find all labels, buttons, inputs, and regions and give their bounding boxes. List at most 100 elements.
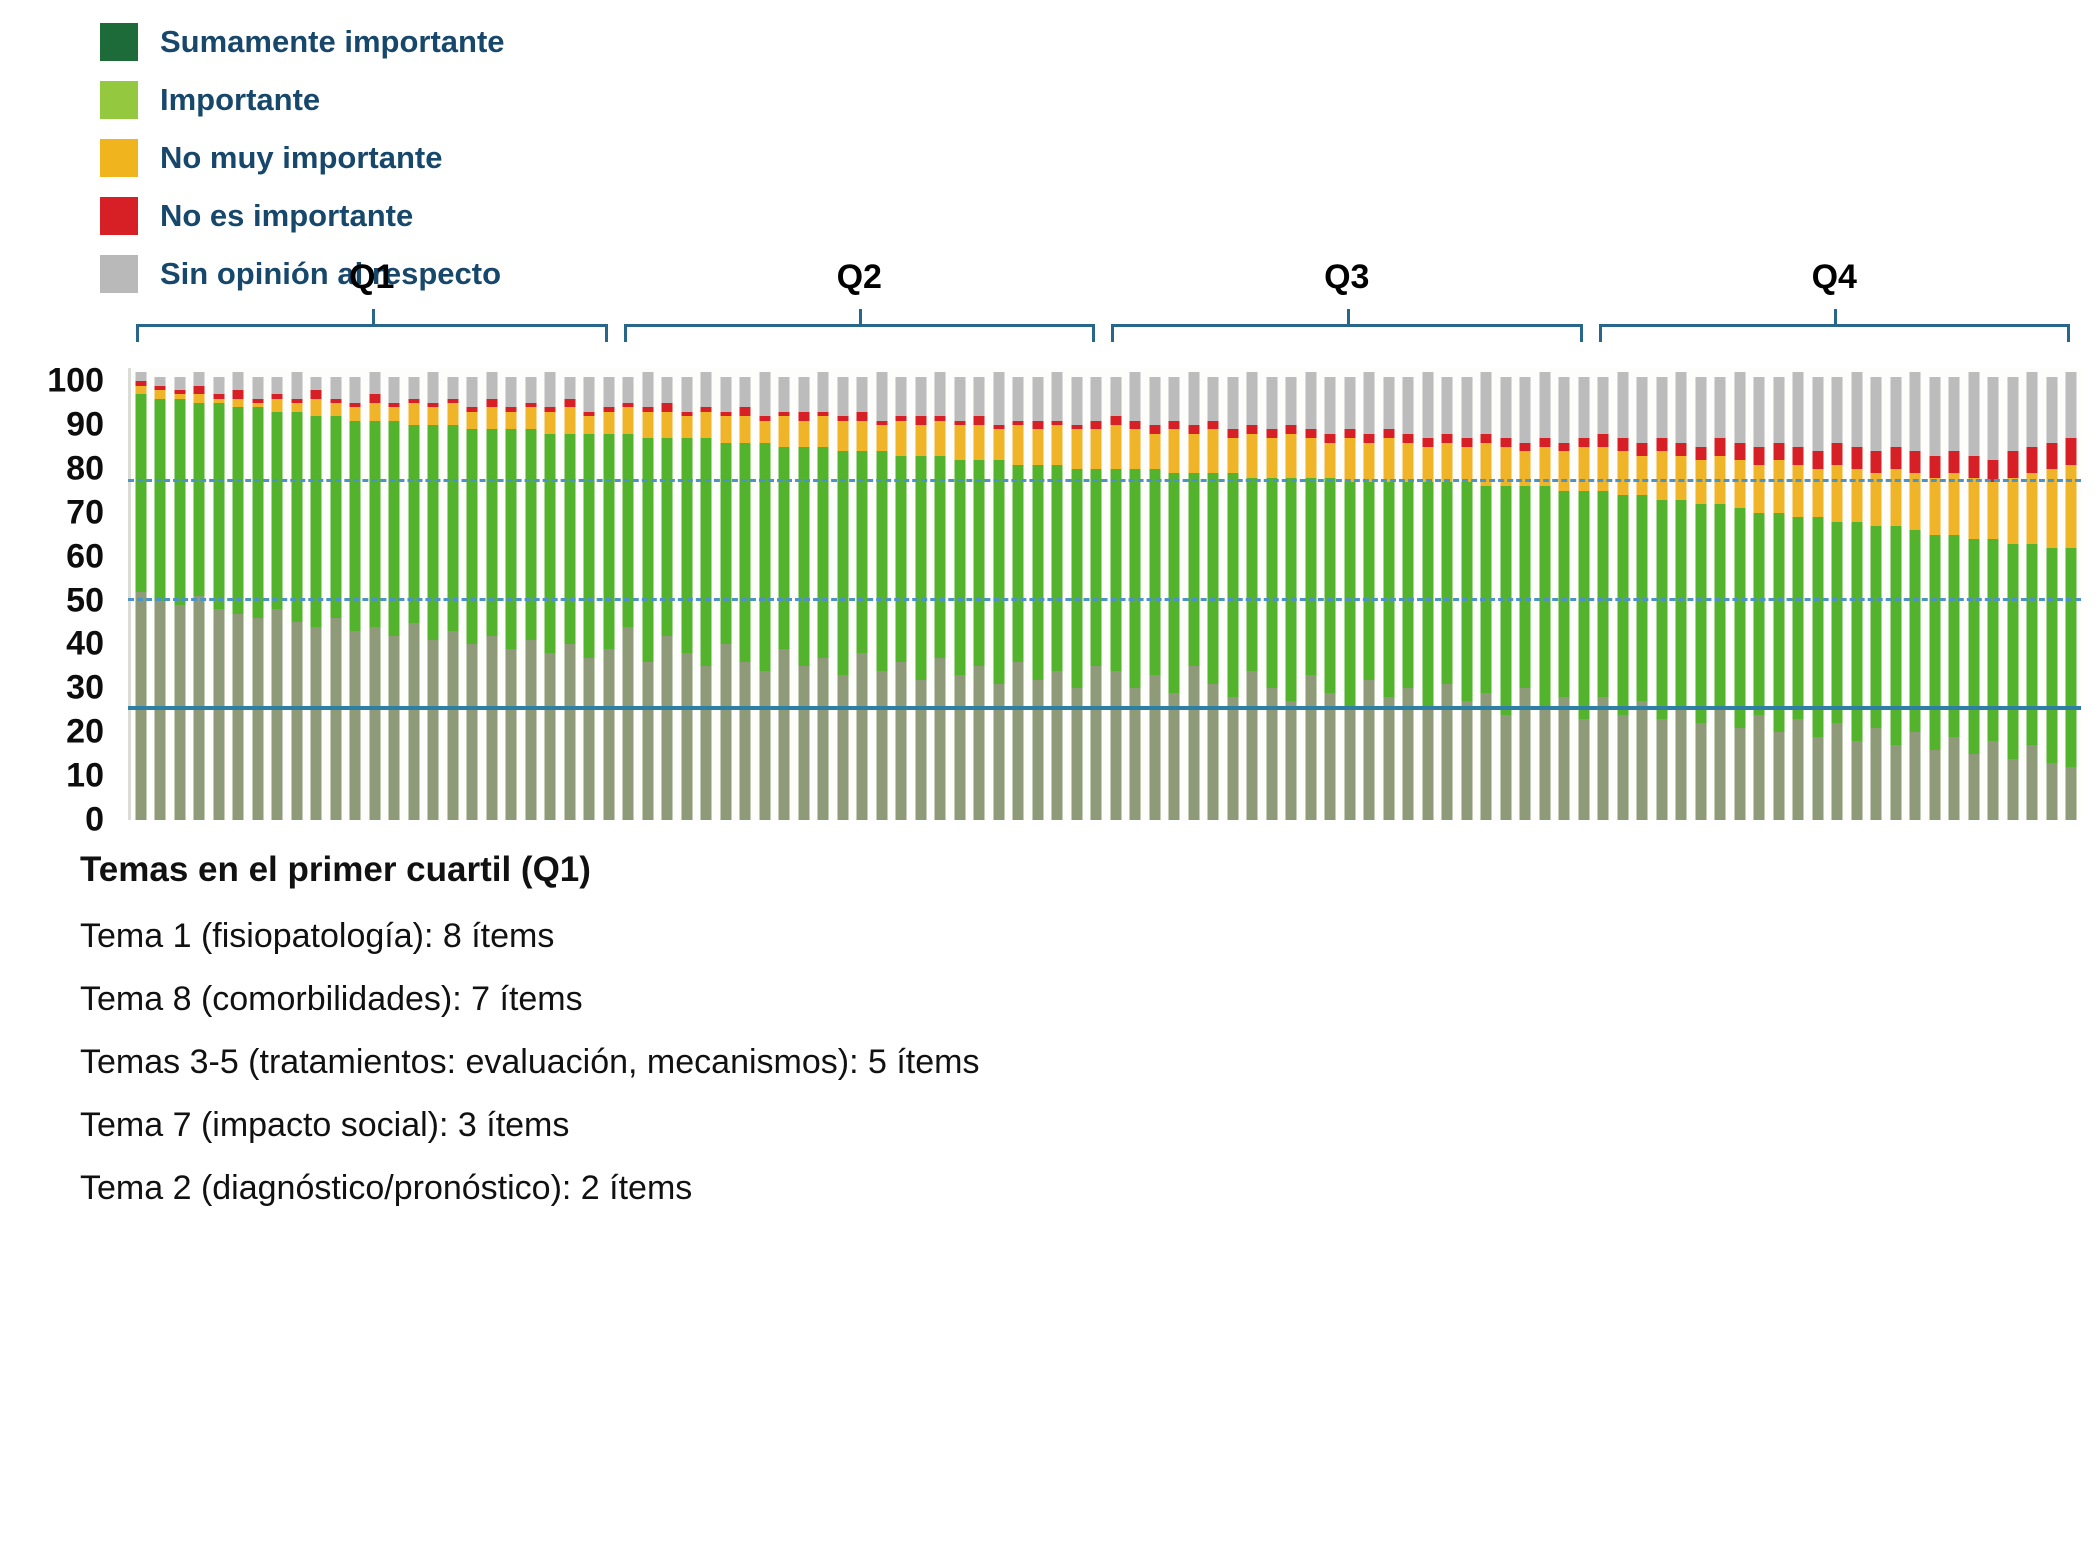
bar-86 (1792, 372, 1804, 820)
segment-sumamente (252, 618, 264, 820)
segment-sumamente (1090, 666, 1102, 820)
segment-no-es-importante (1149, 425, 1161, 434)
segment-sumamente (1461, 701, 1473, 820)
segment-sumamente (856, 653, 868, 820)
segment-no-muy-importante (1246, 433, 1258, 478)
q1-topic-line: Tema 8 (comorbilidades): 7 ítems (80, 980, 583, 1018)
segment-no-muy-importante (1305, 438, 1317, 478)
segment-no-es-importante (798, 411, 810, 421)
segment-importante (1344, 482, 1356, 706)
segment-importante (2065, 547, 2077, 768)
segment-importante (1558, 490, 1570, 698)
segment-sumamente (1285, 701, 1297, 820)
segment-sin-opinion (603, 376, 615, 408)
legend-label: No muy importante (160, 140, 443, 175)
segment-importante (135, 394, 147, 592)
segment-sumamente (505, 648, 517, 820)
segment-sin-opinion (642, 372, 654, 408)
segment-importante (310, 416, 322, 627)
bar-1 (135, 372, 147, 820)
segment-no-es-importante (1441, 433, 1453, 443)
segment-sumamente (1305, 675, 1317, 820)
segment-importante (1324, 477, 1336, 693)
bracket-part (1579, 324, 1583, 342)
segment-importante (466, 429, 478, 645)
bar-9 (291, 372, 303, 820)
segment-no-muy-importante (427, 407, 439, 426)
segment-sumamente (1851, 740, 1863, 820)
segment-no-muy-importante (700, 411, 712, 439)
segment-no-es-importante (681, 411, 693, 417)
segment-no-es-importante (193, 385, 205, 395)
segment-no-muy-importante (2007, 477, 2019, 544)
segment-no-es-importante (447, 398, 459, 404)
segment-importante (1129, 468, 1141, 689)
segment-sumamente (1012, 661, 1024, 820)
bar-46 (1012, 376, 1024, 820)
segment-sin-opinion (1324, 376, 1336, 434)
segment-sumamente (661, 635, 673, 820)
segment-sumamente (1519, 688, 1531, 820)
segment-sin-opinion (1890, 376, 1902, 447)
segment-no-muy-importante (1773, 460, 1785, 513)
segment-sin-opinion (1110, 376, 1122, 417)
segment-sumamente (1636, 701, 1648, 820)
segment-sumamente (1344, 705, 1356, 820)
segment-importante (700, 438, 712, 667)
segment-sin-opinion (193, 372, 205, 386)
y-tick-label: 50 (66, 581, 104, 620)
segment-sumamente (388, 635, 400, 820)
bar-30 (700, 372, 712, 820)
bar-49 (1071, 376, 1083, 820)
segment-sin-opinion (1870, 376, 1882, 452)
quartile-q4: Q4 (1591, 258, 2079, 358)
segment-no-es-importante (525, 403, 537, 408)
segment-no-muy-importante (388, 407, 400, 421)
segment-no-muy-importante (349, 407, 361, 421)
segment-no-muy-importante (1480, 442, 1492, 487)
segment-sin-opinion (1149, 376, 1161, 426)
segment-no-muy-importante (1168, 429, 1180, 474)
segment-sumamente (447, 631, 459, 820)
segment-sumamente (291, 622, 303, 820)
segment-sumamente (1890, 745, 1902, 820)
segment-no-muy-importante (193, 394, 205, 404)
bar-11 (330, 376, 342, 820)
segment-importante (1519, 486, 1531, 689)
segment-no-muy-importante (661, 411, 673, 439)
segment-sumamente (837, 675, 849, 820)
segment-no-muy-importante (369, 403, 381, 421)
segment-importante (1831, 521, 1843, 724)
y-axis: 0 10 20 30 40 50 60 70 80 90 100 (0, 362, 122, 839)
y-tick-label: 70 (66, 493, 104, 532)
bar-76 (1597, 376, 1609, 820)
segment-importante (915, 455, 927, 680)
segment-no-muy-importante (505, 411, 517, 430)
segment-sin-opinion (1968, 372, 1980, 456)
segment-sumamente (1578, 719, 1590, 820)
y-tick-label: 20 (66, 712, 104, 751)
segment-no-muy-importante (1207, 429, 1219, 474)
segment-sumamente (934, 657, 946, 820)
segment-no-es-importante (1851, 446, 1863, 469)
segment-no-es-importante (1773, 442, 1785, 461)
bar-84 (1753, 376, 1765, 820)
segment-sumamente (1558, 697, 1570, 820)
bar-56 (1207, 376, 1219, 820)
segment-no-es-importante (1695, 446, 1707, 461)
segment-importante (1266, 477, 1278, 689)
segment-no-es-importante (1753, 446, 1765, 465)
bar-88 (1831, 376, 1843, 820)
segment-importante (973, 460, 985, 667)
segment-sumamente (466, 644, 478, 820)
segment-sumamente (1110, 670, 1122, 820)
bar-63 (1344, 376, 1356, 820)
segment-sin-opinion (778, 376, 790, 412)
segment-sin-opinion (1051, 372, 1063, 421)
bar-32 (739, 376, 751, 820)
segment-no-muy-importante (135, 385, 147, 395)
segment-sumamente (1773, 732, 1785, 820)
segment-importante (232, 407, 244, 614)
segment-sin-opinion (915, 376, 927, 417)
legend-swatch-icon (100, 23, 138, 61)
